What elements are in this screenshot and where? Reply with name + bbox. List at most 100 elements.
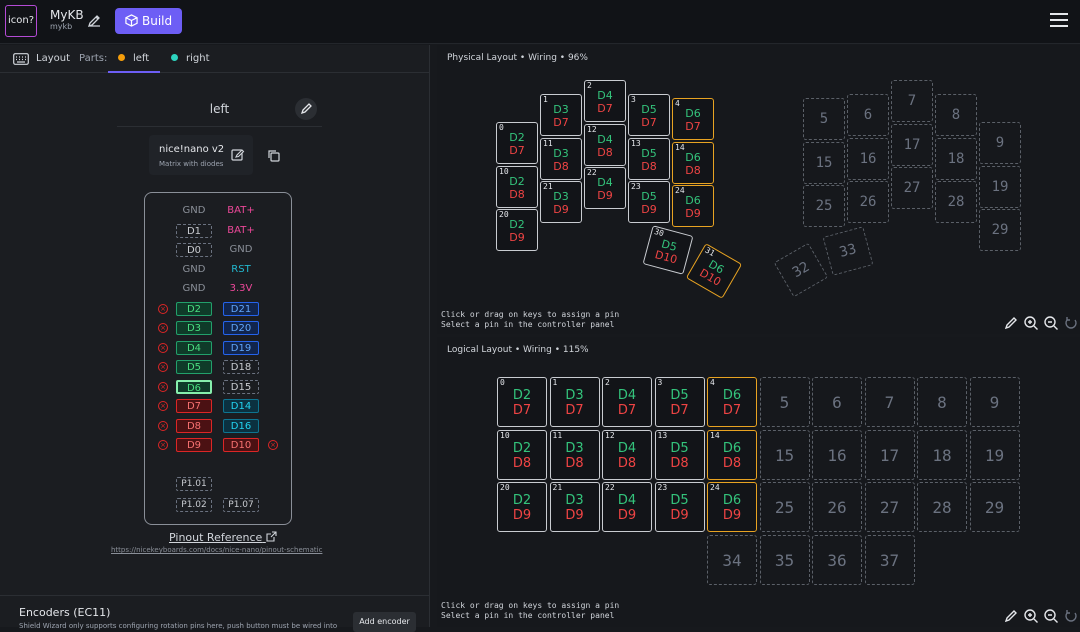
clear-pin-icon[interactable]: × bbox=[268, 440, 278, 450]
copy-icon[interactable] bbox=[267, 149, 281, 163]
reset-view-icon[interactable] bbox=[1063, 608, 1079, 624]
pin-d8[interactable]: D8 bbox=[176, 418, 212, 433]
pin-d10[interactable]: D10 bbox=[223, 438, 259, 452]
key-36[interactable]: 36 bbox=[812, 534, 862, 585]
key-24[interactable]: 24 D6 D9 bbox=[707, 482, 757, 532]
tab-layout[interactable]: Layout bbox=[36, 53, 70, 64]
pin-rst[interactable]: RST bbox=[231, 263, 251, 275]
pin-d6[interactable]: D6 bbox=[176, 379, 212, 394]
tab-left[interactable]: left bbox=[118, 53, 149, 64]
pin-d4[interactable]: D4 bbox=[176, 340, 212, 355]
pin-d3[interactable]: D3 bbox=[176, 321, 212, 335]
key-18[interactable]: 18 bbox=[935, 137, 977, 180]
zoom-in-icon[interactable] bbox=[1023, 608, 1039, 624]
clear-pin-icon[interactable]: × bbox=[158, 440, 168, 450]
draw-pencil-icon[interactable] bbox=[1003, 315, 1019, 331]
zoom-in-icon[interactable] bbox=[1023, 315, 1039, 331]
key-34[interactable]: 34 bbox=[707, 534, 757, 585]
key-7[interactable]: 7 bbox=[864, 377, 915, 427]
key-6[interactable]: 6 bbox=[847, 94, 889, 136]
edit-controller-icon[interactable] bbox=[231, 148, 245, 162]
key-37[interactable]: 37 bbox=[864, 534, 915, 585]
key-28[interactable]: 28 bbox=[935, 181, 977, 223]
pin-bat[interactable]: BAT+ bbox=[227, 205, 255, 216]
key-0[interactable]: 0 D2 D7 bbox=[497, 377, 547, 427]
pin-d19[interactable]: D19 bbox=[223, 340, 259, 355]
key-16[interactable]: 16 bbox=[812, 429, 862, 480]
pin-gnd[interactable]: GND bbox=[182, 263, 206, 275]
key-1[interactable]: 1 D3 D7 bbox=[540, 94, 582, 136]
key-21[interactable]: 21 D3 D9 bbox=[540, 181, 582, 223]
clear-pin-icon[interactable]: × bbox=[158, 342, 168, 353]
key-1[interactable]: 1 D3 D7 bbox=[549, 377, 600, 427]
key-6[interactable]: 6 bbox=[812, 377, 862, 427]
key-25[interactable]: 25 bbox=[803, 185, 845, 227]
key-17[interactable]: 17 bbox=[864, 429, 915, 480]
key-8[interactable]: 8 bbox=[935, 94, 977, 136]
key-22[interactable]: 22 D4 D9 bbox=[602, 482, 652, 532]
edit-pencil-icon[interactable] bbox=[86, 13, 102, 29]
key-13[interactable]: 13 D5 D8 bbox=[628, 137, 670, 180]
app-logo[interactable]: icon? bbox=[5, 5, 37, 37]
pin-d5[interactable]: D5 bbox=[176, 360, 212, 374]
key-35[interactable]: 35 bbox=[759, 534, 810, 585]
pin-d16[interactable]: D16 bbox=[223, 418, 259, 433]
pin-bat[interactable]: BAT+ bbox=[227, 224, 255, 236]
key-17[interactable]: 17 bbox=[891, 123, 933, 166]
key-4[interactable]: 4 D6 D7 bbox=[672, 98, 714, 140]
pin-d20[interactable]: D20 bbox=[223, 321, 259, 335]
clear-pin-icon[interactable]: × bbox=[158, 303, 168, 314]
pin-d7[interactable]: D7 bbox=[176, 399, 212, 413]
key-15[interactable]: 15 bbox=[759, 429, 810, 480]
key-29[interactable]: 29 bbox=[979, 209, 1021, 251]
pin-d9[interactable]: D9 bbox=[176, 438, 212, 452]
key-2[interactable]: 2 D4 D7 bbox=[602, 377, 652, 427]
key-23[interactable]: 23 D5 D9 bbox=[628, 181, 670, 223]
key-26[interactable]: 26 bbox=[847, 181, 889, 223]
key-0[interactable]: 0 D2 D7 bbox=[496, 122, 538, 164]
pin-d0[interactable]: D0 bbox=[176, 243, 212, 257]
pin-gnd[interactable]: GND bbox=[182, 283, 206, 294]
key-14[interactable]: 14 D6 D8 bbox=[707, 429, 757, 480]
key-27[interactable]: 27 bbox=[891, 167, 933, 209]
zoom-out-icon[interactable] bbox=[1043, 315, 1059, 331]
tab-right[interactable]: right bbox=[171, 53, 210, 64]
key-7[interactable]: 7 bbox=[891, 80, 933, 122]
key-19[interactable]: 19 bbox=[979, 165, 1021, 208]
key-15[interactable]: 15 bbox=[803, 141, 845, 184]
key-33[interactable]: 33 bbox=[822, 226, 874, 276]
pin-d2[interactable]: D2 bbox=[176, 301, 212, 316]
key-26[interactable]: 26 bbox=[812, 482, 862, 532]
key-20[interactable]: 20 D2 D9 bbox=[496, 209, 538, 251]
key-4[interactable]: 4 D6 D7 bbox=[707, 377, 757, 427]
key-24[interactable]: 24 D6 D9 bbox=[672, 185, 714, 227]
key-10[interactable]: 10 D2 D8 bbox=[497, 429, 547, 480]
pin-33v[interactable]: 3.3V bbox=[229, 283, 253, 294]
pin-gnd[interactable]: GND bbox=[229, 244, 253, 255]
clear-pin-icon[interactable]: × bbox=[158, 362, 168, 372]
key-12[interactable]: 12 D4 D8 bbox=[602, 429, 652, 480]
key-31[interactable]: 31 D6 D10 bbox=[685, 243, 743, 299]
reset-view-icon[interactable] bbox=[1063, 315, 1079, 331]
key-12[interactable]: 12 D4 D8 bbox=[584, 123, 626, 166]
key-3[interactable]: 3 D5 D7 bbox=[628, 94, 670, 136]
pinout-url[interactable]: https://nicekeyboards.com/docs/nice-nano… bbox=[111, 546, 323, 554]
key-20[interactable]: 20 D2 D9 bbox=[497, 482, 547, 532]
pin-d15[interactable]: D15 bbox=[223, 379, 259, 394]
zoom-out-icon[interactable] bbox=[1043, 608, 1059, 624]
pin-d18[interactable]: D18 bbox=[223, 360, 259, 374]
key-11[interactable]: 11 D3 D8 bbox=[540, 137, 582, 180]
key-5[interactable]: 5 bbox=[759, 377, 810, 427]
add-encoder-button[interactable]: Add encoder bbox=[353, 612, 416, 632]
pinout-reference-link[interactable]: Pinout Reference bbox=[169, 531, 277, 544]
key-5[interactable]: 5 bbox=[803, 98, 845, 140]
pin-d1[interactable]: D1 bbox=[176, 223, 212, 238]
key-9[interactable]: 9 bbox=[969, 377, 1020, 427]
key-13[interactable]: 13 D5 D8 bbox=[654, 429, 705, 480]
pin-p102[interactable]: P1.02 bbox=[176, 498, 212, 512]
rename-side-button[interactable] bbox=[295, 98, 317, 120]
key-16[interactable]: 16 bbox=[847, 137, 889, 180]
key-29[interactable]: 29 bbox=[969, 482, 1020, 532]
key-8[interactable]: 8 bbox=[917, 377, 967, 427]
pin-d14[interactable]: D14 bbox=[223, 399, 259, 413]
